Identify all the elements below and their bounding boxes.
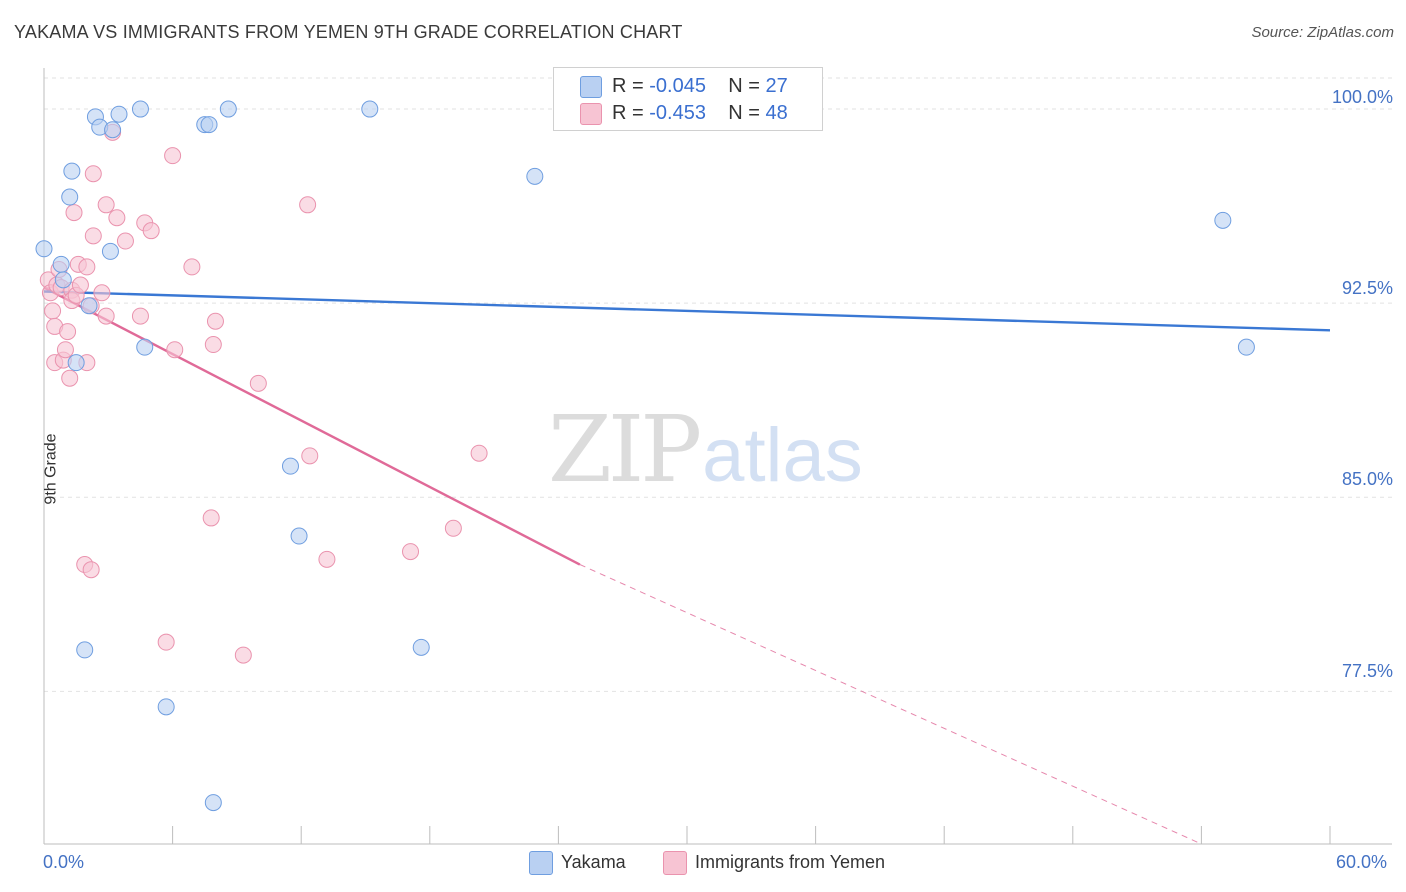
gridlines	[44, 77, 1392, 692]
yemen-point	[157, 633, 175, 651]
yakama-point	[52, 255, 70, 273]
y-tick-label-100: 100.0%	[1331, 87, 1393, 107]
yemen-point	[183, 258, 201, 276]
y-axis-label: 9th Grade	[42, 433, 60, 505]
yemen-point	[402, 543, 420, 561]
axes	[43, 68, 1392, 845]
trend-lines	[43, 286, 1331, 845]
watermark-atlas: atlas	[702, 413, 863, 498]
yemen-trend-line	[43, 286, 581, 566]
yemen-point	[116, 232, 134, 250]
bottom-legend-label: Yakama	[561, 851, 626, 872]
yakama-point	[200, 116, 218, 134]
bottom-legend-yemen: Immigrants from Yemen	[663, 851, 885, 875]
watermark-zip: ZIP	[548, 396, 702, 503]
legend-row-yakama: R = -0.045 N = 27	[580, 75, 788, 99]
yakama-point	[131, 100, 149, 118]
yemen-point	[234, 646, 252, 664]
yakama-point	[54, 271, 72, 289]
stats-legend: R = -0.045 N = 27 R = -0.453 N = 48	[553, 67, 823, 131]
yemen-swatch	[580, 102, 602, 125]
yemen-point	[108, 209, 126, 227]
yakama-legend-swatch	[529, 851, 553, 875]
yemen-point	[82, 561, 100, 579]
yemen-legend-swatch	[663, 851, 687, 875]
yakama-point	[67, 354, 85, 372]
legend-r-value: -0.453	[649, 102, 706, 124]
yakama-point	[526, 167, 544, 185]
x-tick-label-max: 60.0%	[1336, 852, 1388, 872]
yakama-point	[219, 100, 237, 118]
legend-r-value: -0.045	[649, 75, 706, 97]
legend-n-label: N =	[728, 102, 760, 124]
yemen-point	[78, 258, 96, 276]
yemen-point	[84, 227, 102, 245]
watermark: ZIPatlas	[548, 396, 863, 503]
legend-r-label: R =	[612, 75, 644, 97]
yakama-point	[136, 338, 154, 356]
yakama-point	[1237, 338, 1255, 356]
yemen-point	[204, 336, 222, 354]
yemen-point	[61, 369, 79, 387]
bottom-legend-yakama: Yakama	[529, 851, 626, 875]
yakama-point	[204, 794, 222, 812]
yemen-point	[206, 312, 224, 330]
yemen-point	[97, 196, 115, 214]
yemen-point	[166, 341, 184, 359]
yemen-point	[56, 341, 74, 359]
yemen-point	[301, 447, 319, 465]
y-tick-label-85: 85.0%	[1341, 469, 1393, 489]
yakama-swatch	[580, 75, 602, 98]
yakama-trend-line	[43, 290, 1331, 332]
yemen-points	[39, 123, 488, 664]
yakama-point	[101, 242, 119, 260]
yemen-trend-line-extrapolated	[579, 564, 1202, 845]
legend-row-yemen: R = -0.453 N = 48	[580, 102, 788, 126]
legend-n-label: N =	[728, 75, 760, 97]
yakama-point	[63, 162, 81, 180]
yakama-point	[361, 100, 379, 118]
y-tick-label-77-5: 77.5%	[1341, 661, 1393, 681]
yemen-point	[318, 550, 336, 568]
yakama-point	[1214, 211, 1232, 229]
x-tick-label-min: 0.0%	[43, 852, 85, 872]
yemen-point	[202, 509, 220, 527]
legend-n-value: 27	[765, 75, 788, 97]
yemen-point	[299, 196, 317, 214]
yakama-point	[290, 527, 308, 545]
y-tick-label-92-5: 92.5%	[1341, 278, 1393, 298]
yakama-points	[35, 100, 1255, 812]
yemen-point	[93, 284, 111, 302]
yakama-point	[157, 698, 175, 716]
yakama-point	[412, 638, 430, 656]
legend-n-value: 48	[765, 102, 788, 124]
yakama-point	[110, 105, 128, 123]
source-label: Source: ZipAtlas.com	[1251, 24, 1394, 41]
yakama-point	[35, 240, 53, 258]
legend-r-label: R =	[612, 102, 644, 124]
yemen-point	[131, 307, 149, 325]
yakama-point	[61, 188, 79, 206]
yemen-point	[71, 276, 89, 294]
bottom-legend-label: Immigrants from Yemen	[695, 851, 886, 872]
yemen-point	[65, 204, 83, 222]
yemen-point	[444, 519, 462, 537]
yakama-point	[76, 641, 94, 659]
yemen-point	[97, 307, 115, 325]
yakama-point	[281, 457, 299, 475]
chart-title: YAKAMA VS IMMIGRANTS FROM YEMEN 9TH GRAD…	[14, 22, 683, 42]
yemen-point	[44, 302, 62, 320]
yemen-point	[470, 444, 488, 462]
yemen-point	[164, 147, 182, 165]
yemen-point	[84, 165, 102, 183]
yakama-point	[104, 121, 122, 139]
yemen-point	[142, 222, 160, 240]
yemen-point	[249, 374, 267, 392]
yemen-point	[59, 323, 77, 341]
yakama-point	[80, 297, 98, 315]
